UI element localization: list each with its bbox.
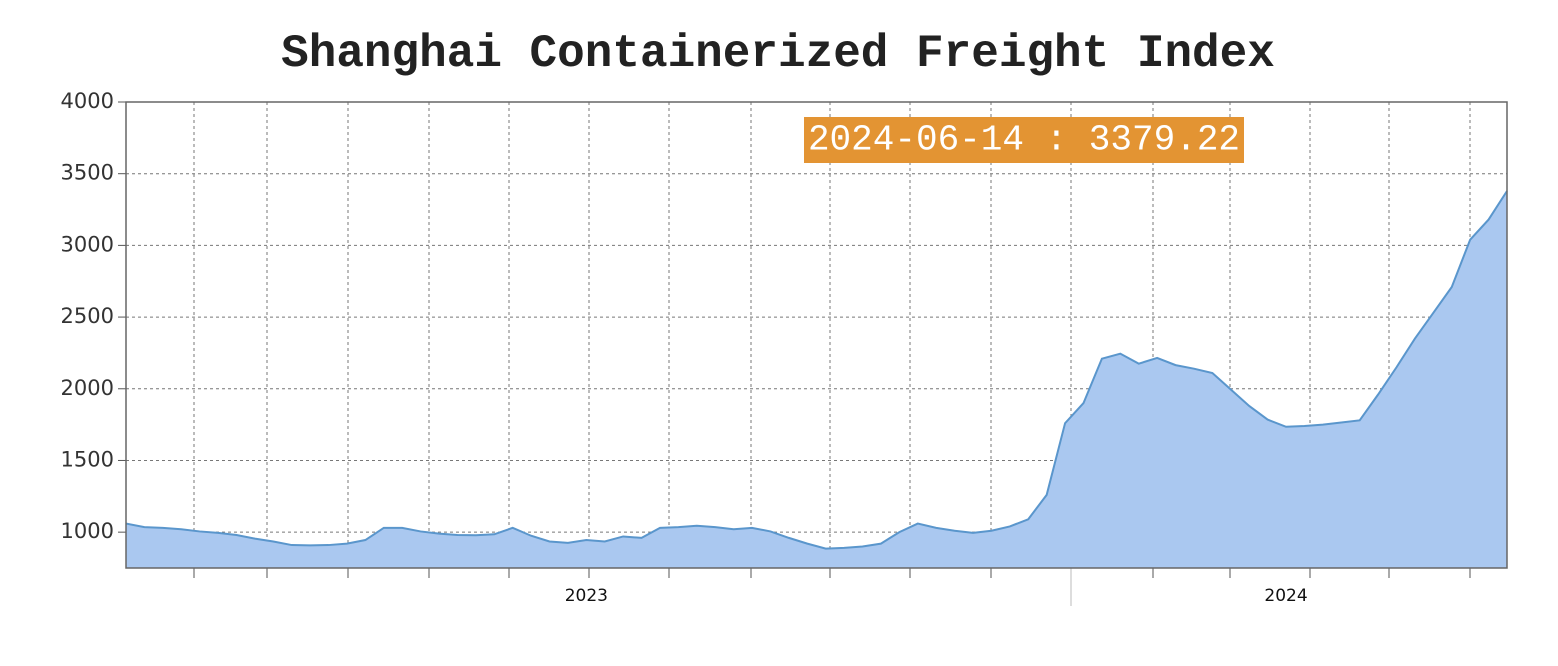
y-tick-label: 1500 — [61, 447, 114, 471]
x-tick-label: 2023 — [565, 586, 608, 606]
chart-title: Shanghai Containerized Freight Index — [281, 28, 1275, 80]
y-tick-label: 2000 — [61, 376, 114, 400]
annotation-box — [804, 117, 1244, 163]
y-tick-label: 3500 — [61, 161, 114, 185]
y-tick-label: 2500 — [61, 304, 114, 328]
y-tick-label: 1000 — [61, 519, 114, 543]
annotation: 2024-06-14 : 3379.22 — [808, 120, 1240, 161]
area — [126, 191, 1507, 568]
y-tick-label: 3000 — [61, 232, 114, 256]
x-tick-label: 2024 — [1264, 586, 1307, 606]
line — [125, 190, 1508, 550]
y-tick-label: 4000 — [61, 89, 114, 113]
plot-frame — [125, 101, 1508, 569]
